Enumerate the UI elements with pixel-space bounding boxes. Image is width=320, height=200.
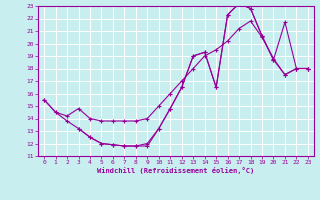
X-axis label: Windchill (Refroidissement éolien,°C): Windchill (Refroidissement éolien,°C) [97,167,255,174]
